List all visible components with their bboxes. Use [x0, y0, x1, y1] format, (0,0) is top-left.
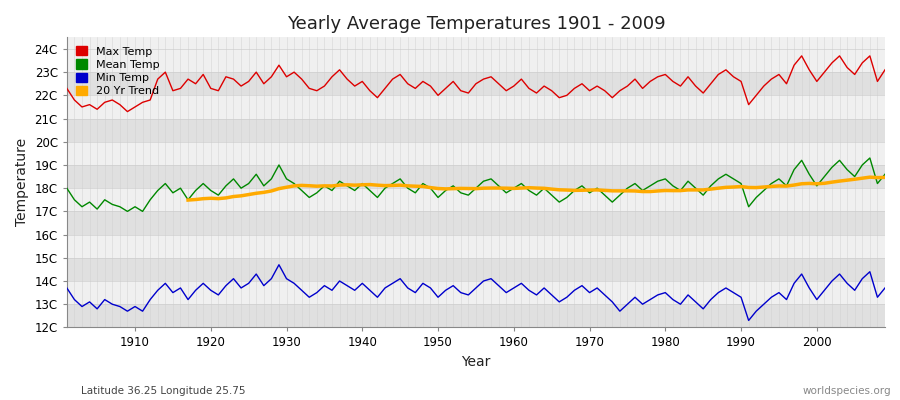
Bar [67, 49, 885, 72]
Bar [67, 281, 885, 304]
Bar [67, 234, 885, 258]
Bar [67, 95, 885, 118]
X-axis label: Year: Year [461, 355, 491, 369]
Bar [67, 118, 885, 142]
Text: Latitude 36.25 Longitude 25.75: Latitude 36.25 Longitude 25.75 [81, 386, 246, 396]
Text: worldspecies.org: worldspecies.org [803, 386, 891, 396]
Y-axis label: Temperature: Temperature [15, 138, 29, 226]
Bar [67, 188, 885, 211]
Bar [67, 165, 885, 188]
Title: Yearly Average Temperatures 1901 - 2009: Yearly Average Temperatures 1901 - 2009 [286, 15, 665, 33]
Bar [67, 72, 885, 95]
Bar [67, 258, 885, 281]
Bar [67, 304, 885, 328]
Legend: Max Temp, Mean Temp, Min Temp, 20 Yr Trend: Max Temp, Mean Temp, Min Temp, 20 Yr Tre… [72, 43, 163, 100]
Bar [67, 142, 885, 165]
Bar [67, 211, 885, 234]
